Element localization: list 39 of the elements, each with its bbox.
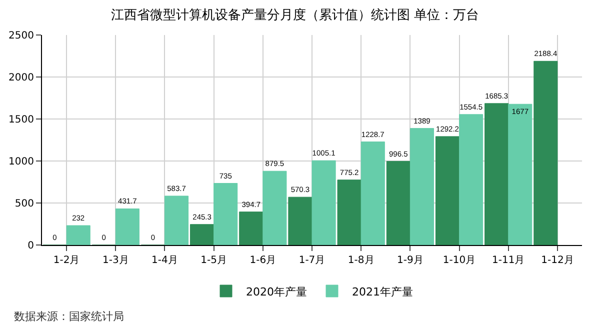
x-tick-label: 1-6月 (250, 255, 276, 266)
x-tick-label: 1-2月 (53, 255, 80, 266)
bar (360, 142, 385, 245)
bar (484, 103, 509, 245)
y-tick-label: 500 (14, 198, 34, 210)
x-tick-label: 1-11月 (492, 255, 525, 266)
bar (190, 224, 214, 245)
bar (386, 161, 410, 245)
y-tick-label: 0 (28, 240, 34, 252)
bar (164, 196, 189, 245)
bar (312, 160, 336, 245)
y-tick-label: 2000 (8, 72, 34, 84)
bar (410, 128, 434, 245)
x-tick-label: 1-7月 (298, 255, 326, 266)
bar (66, 225, 90, 245)
x-tick-label: 1-3月 (102, 255, 129, 266)
bar (435, 136, 460, 245)
bar (337, 180, 362, 245)
bar (239, 212, 264, 245)
bar (214, 183, 238, 245)
chart-title: 江西省微型计算机设备产量分月度（累计值）统计图 单位：万台 (110, 7, 480, 23)
x-tick-label: 1-4月 (152, 255, 178, 266)
x-tick-label: 1-9月 (397, 255, 424, 266)
bar (534, 60, 558, 245)
x-tick-label: 1-10月 (442, 255, 476, 266)
y-tick-label: 1500 (8, 114, 34, 126)
source-note: 数据来源：国家统计局 (14, 310, 124, 323)
bar (288, 196, 312, 245)
bar (508, 104, 532, 245)
y-tick-label: 1000 (8, 156, 34, 168)
x-tick-label: 1-8月 (348, 255, 374, 266)
x-tick-label: 1-12月 (541, 255, 574, 266)
bar (115, 208, 140, 245)
bar (262, 170, 287, 245)
x-tick-label: 1-5月 (200, 255, 227, 266)
legend-label: 2021年产量 (352, 285, 413, 298)
y-tick-label: 2500 (8, 30, 34, 42)
bar (459, 114, 484, 245)
legend-label: 2020年产量 (246, 285, 307, 298)
